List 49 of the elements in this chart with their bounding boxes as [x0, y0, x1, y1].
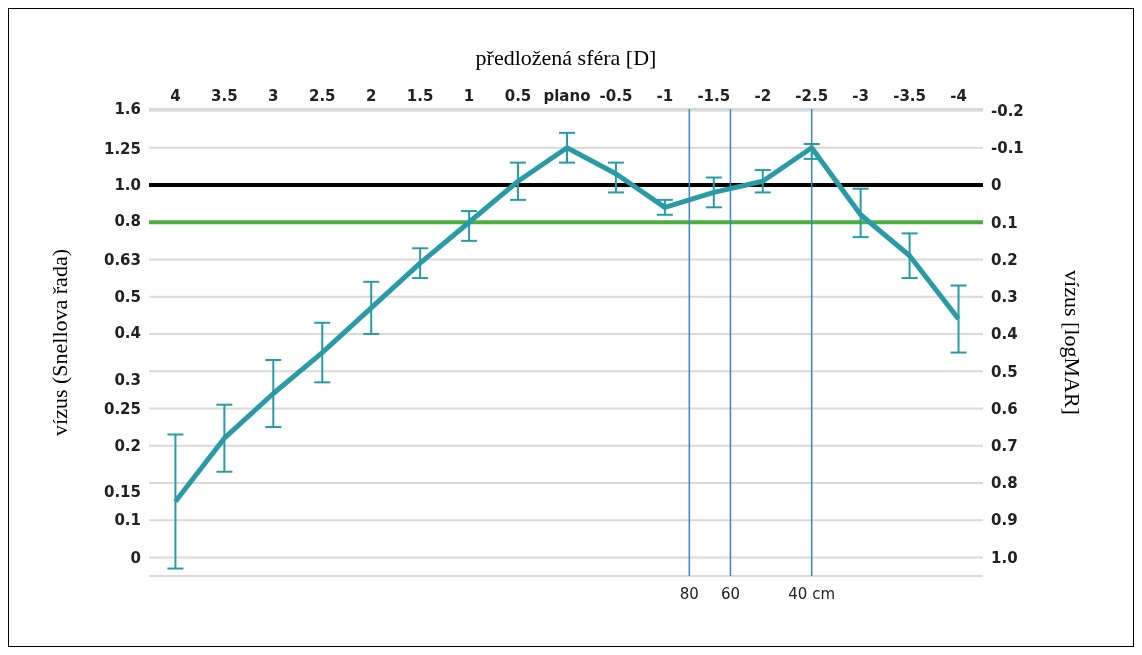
x-tick-label: -2 [754, 87, 772, 105]
x-tick-label: -4 [950, 87, 967, 105]
y2-tick-label: 0.7 [991, 436, 1018, 455]
y-tick-label: 0.4 [114, 324, 141, 343]
y2-tick-label: -0.2 [991, 101, 1024, 120]
y-tick-label: 0.63 [103, 251, 141, 270]
x-tick-label: 1 [463, 87, 475, 105]
x-tick-label: 3 [268, 87, 279, 105]
x-tick-label: -0.5 [599, 87, 633, 105]
text: 80 [679, 584, 699, 603]
y2-tick-label: 1.0 [991, 548, 1018, 567]
y2-axis-title: vízus [logMAR] [1060, 270, 1086, 415]
x-tick-label: 2 [365, 87, 377, 105]
y-tick-label: 1.25 [103, 140, 141, 159]
y-tick-label: 1.0 [114, 176, 141, 195]
x-tick-label: 2.5 [308, 87, 336, 105]
y-tick-label: 0.25 [103, 400, 141, 419]
y-tick-label: 0.15 [103, 483, 141, 502]
y-axis-title: vízus (Snellova řada) [46, 249, 72, 436]
x-tick-label: -2.5 [795, 87, 829, 105]
y-tick-label: 0.3 [114, 371, 141, 390]
y2-tick-label: 0.9 [991, 511, 1018, 530]
text: 60 [720, 584, 740, 603]
x-tick-label: 0.5 [504, 87, 532, 105]
text: 40 cm [788, 584, 836, 603]
y2-tick-label: 0.3 [991, 288, 1018, 307]
y-tick-label: 1.6 [114, 100, 141, 119]
y-tick-label: 0.2 [114, 436, 141, 455]
y2-tick-label: 0 [991, 176, 1002, 195]
y-tick-label: 0 [130, 548, 141, 567]
x-axis-title: předložená sféra [D] [475, 44, 657, 70]
x-tick-label: -1.5 [697, 87, 731, 105]
y2-tick-label: 0.1 [991, 213, 1018, 232]
y2-tick-label: -0.1 [991, 139, 1024, 158]
y2-tick-label: 0.8 [991, 474, 1018, 493]
y2-tick-label: 0.2 [991, 250, 1018, 269]
y2-tick-label: 0.5 [991, 362, 1018, 381]
y2-tick-label: 0.6 [991, 399, 1018, 418]
x-tick-label: 1.5 [406, 87, 434, 105]
y-tick-label: 0.8 [114, 212, 141, 231]
x-tick-label: 4 [170, 87, 181, 105]
x-tick-label: -1 [656, 87, 674, 105]
y2-tick-label: 0.4 [991, 325, 1018, 344]
y-tick-label: 0.1 [114, 511, 141, 530]
y-tick-label: 0.5 [114, 288, 141, 307]
x-tick-label: 3.5 [211, 87, 238, 105]
x-tick-label: plano [543, 87, 591, 105]
x-tick-label: -3 [852, 87, 869, 105]
x-tick-label: -3.5 [893, 87, 926, 105]
